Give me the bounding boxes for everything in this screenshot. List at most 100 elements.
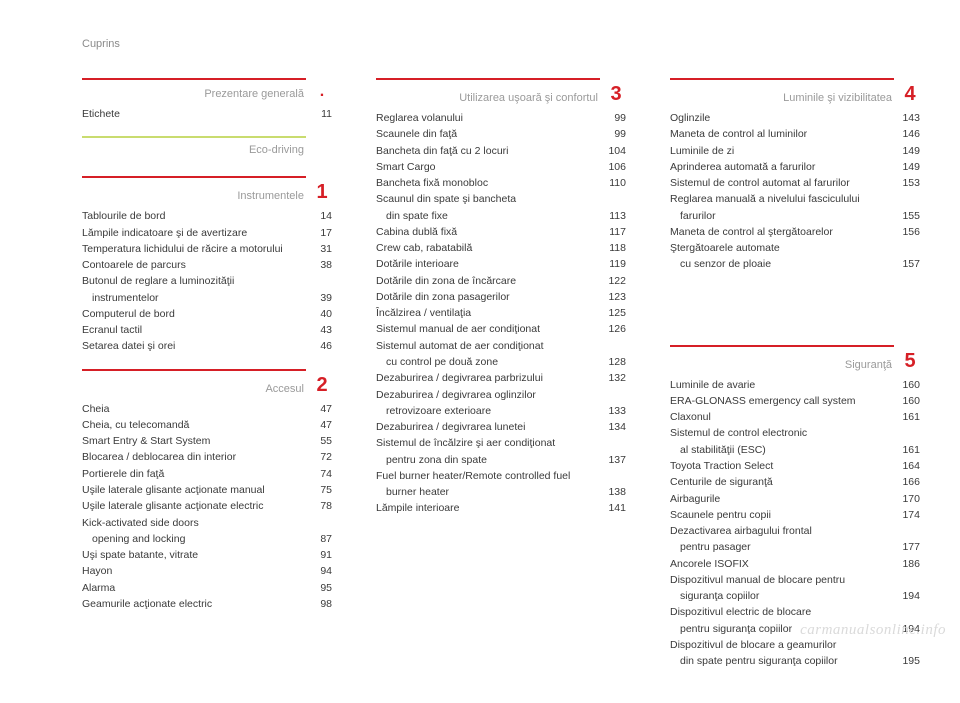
entry-label: Dezaburirea / degivrarea parbrizului xyxy=(376,370,549,386)
toc-section: Utilizarea uşoară şi confortul3Reglarea … xyxy=(376,78,626,517)
section-title-row: Eco-driving xyxy=(82,144,332,156)
entry-label: Dispozitivul electric de blocare xyxy=(670,604,817,620)
section-entries: Oglinzile 143Maneta de control al luminil… xyxy=(670,110,920,273)
toc-entry: pentru zona din spate137 xyxy=(376,452,626,468)
entry-label: siguranţa copiilor xyxy=(670,588,765,604)
toc-entry: retrovizoare exterioare133 xyxy=(376,403,626,419)
toc-entry: Toyota Traction Select164 xyxy=(670,458,920,474)
toc-entry: Sistemul manual de aer condiţionat 126 xyxy=(376,321,626,337)
entry-label: Toyota Traction Select xyxy=(670,458,779,474)
entry-label: Sistemul de control automat al farurilor xyxy=(670,175,856,191)
entry-label: Lămpile indicatoare şi de avertizare xyxy=(82,225,253,241)
toc-entry: Maneta de control al luminilor146 xyxy=(670,126,920,142)
toc-entry: Uşile laterale glisante acţionate electr… xyxy=(82,498,332,514)
entry-page xyxy=(598,435,626,451)
entry-page: 149 xyxy=(892,143,920,159)
entry-label: Butonul de reglare a luminozităţii xyxy=(82,273,240,289)
entry-page: 11 xyxy=(304,106,332,122)
entry-label: Maneta de control al ştergătoarelor xyxy=(670,224,839,240)
entry-label: Bancheta fixă monobloc xyxy=(376,175,494,191)
section-title: Accesul xyxy=(82,383,312,395)
section-title-row: Siguranţă5 xyxy=(670,353,920,371)
entry-page: 99 xyxy=(598,126,626,142)
section-title: Siguranţă xyxy=(670,359,900,371)
entry-label: ERA-GLONASS emergency call system xyxy=(670,393,862,409)
entry-page: 119 xyxy=(598,256,626,272)
entry-label: Ştergătoarele automate xyxy=(670,240,786,256)
section-rule xyxy=(670,345,920,347)
entry-page: 38 xyxy=(304,257,332,273)
entry-page: 74 xyxy=(304,466,332,482)
entry-page xyxy=(892,572,920,588)
toc-entry: Crew cab, rabatabilă118 xyxy=(376,240,626,256)
entry-page: 118 xyxy=(598,240,626,256)
toc-entry: Dotările din zona pasagerilor123 xyxy=(376,289,626,305)
section-rule xyxy=(82,369,332,371)
section-title: Luminile şi vizibilitatea xyxy=(670,92,900,104)
toc-entry: Aprinderea automată a farurilor149 xyxy=(670,159,920,175)
toc-section: Instrumentele1Tablourile de bord14Lămpil… xyxy=(82,176,332,354)
toc-entry: Sistemul de control automat al farurilor… xyxy=(670,175,920,191)
toc-entry: Hayon94 xyxy=(82,563,332,579)
toc-entry: Contoarele de parcurs 38 xyxy=(82,257,332,273)
entry-label: al stabilităţii (ESC) xyxy=(670,442,772,458)
entry-page: 174 xyxy=(892,507,920,523)
section-number: 3 xyxy=(606,84,626,104)
entry-page xyxy=(598,338,626,354)
entry-page: 106 xyxy=(598,159,626,175)
entry-page: 104 xyxy=(598,143,626,159)
entry-label: Reglarea manuală a nivelului fascicululu… xyxy=(670,191,866,207)
entry-page: 14 xyxy=(304,208,332,224)
entry-page: 46 xyxy=(304,338,332,354)
section-entries: Etichete11 xyxy=(82,106,332,122)
entry-label: Dezaburirea / degivrarea lunetei xyxy=(376,419,531,435)
page: Cuprins Prezentare generală.Etichete11Ec… xyxy=(0,0,960,703)
entry-label: opening and locking xyxy=(82,531,191,547)
toc-entry: Centurile de siguranţă166 xyxy=(670,474,920,490)
toc-entry: Ancorele ISOFIX186 xyxy=(670,556,920,572)
entry-page: 94 xyxy=(304,563,332,579)
entry-label: Contoarele de parcurs xyxy=(82,257,192,273)
toc-section: Eco-driving xyxy=(82,136,332,162)
toc-entry: Cheia47 xyxy=(82,401,332,417)
entry-label: Reglarea volanului xyxy=(376,110,469,126)
entry-label: Sistemul manual de aer condiţionat xyxy=(376,321,546,337)
toc-entry: Dispozitivul manual de blocare pentru xyxy=(670,572,920,588)
entry-page: 126 xyxy=(598,321,626,337)
entry-page: 39 xyxy=(304,290,332,306)
toc-entry: Luminile de zi149 xyxy=(670,143,920,159)
entry-page: 134 xyxy=(598,419,626,435)
entry-label: Oglinzile xyxy=(670,110,716,126)
entry-label: Dispozitivul manual de blocare pentru xyxy=(670,572,851,588)
toc-entry: Portierele din faţă74 xyxy=(82,466,332,482)
toc-column: Utilizarea uşoară şi confortul3Reglarea … xyxy=(376,78,626,683)
entry-label: Sistemul de încălzire şi aer condiţionat xyxy=(376,435,561,451)
entry-label: Dezaburirea / degivrarea oglinzilor xyxy=(376,387,542,403)
toc-entry: pentru pasager177 xyxy=(670,539,920,555)
toc-entry: al stabilităţii (ESC)161 xyxy=(670,442,920,458)
entry-page: 186 xyxy=(892,556,920,572)
entry-page: 143 xyxy=(892,110,920,126)
entry-label: din spate fixe xyxy=(376,208,454,224)
entry-page xyxy=(892,523,920,539)
entry-page: 78 xyxy=(304,498,332,514)
toc-entry: Uşile laterale glisante acţionate manual… xyxy=(82,482,332,498)
entry-page: 133 xyxy=(598,403,626,419)
entry-page: 157 xyxy=(892,256,920,272)
entry-label: Smart Entry & Start System xyxy=(82,433,216,449)
toc-entry: Dezaburirea / degivrarea lunetei 134 xyxy=(376,419,626,435)
toc-entry: Sistemul de încălzire şi aer condiţionat xyxy=(376,435,626,451)
entry-page: 160 xyxy=(892,393,920,409)
toc-entry: Smart Entry & Start System55 xyxy=(82,433,332,449)
entry-page: 128 xyxy=(598,354,626,370)
toc-entry: burner heater138 xyxy=(376,484,626,500)
toc-entry: Dezaburirea / degivrarea oglinzilor xyxy=(376,387,626,403)
toc-entry: opening and locking87 xyxy=(82,531,332,547)
entry-label: farurilor xyxy=(670,208,722,224)
toc-entry: Reglarea volanului99 xyxy=(376,110,626,126)
toc-entry: din spate pentru siguranţa copiilor195 xyxy=(670,653,920,669)
section-rule xyxy=(82,136,332,138)
entry-page xyxy=(598,191,626,207)
entry-page xyxy=(892,637,920,653)
entry-label: Claxonul xyxy=(670,409,717,425)
